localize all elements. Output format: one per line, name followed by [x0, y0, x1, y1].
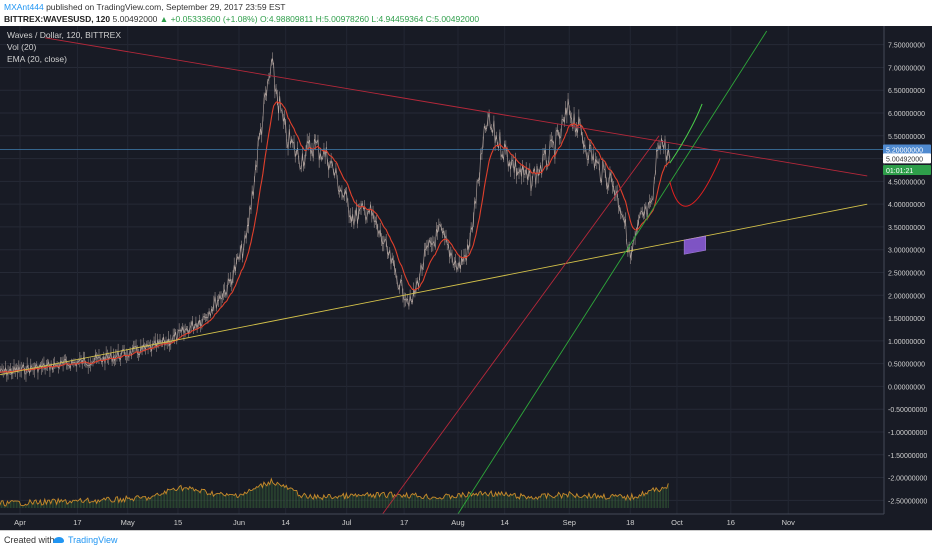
x-tick-label: Oct: [671, 518, 684, 527]
price-label: 5.00492000: [886, 156, 923, 163]
trendlines: [0, 30, 884, 515]
y-tick-label: 2.50000000: [888, 271, 925, 278]
projections: [669, 103, 721, 255]
header: MXAnt444 published on TradingView.com, S…: [0, 0, 932, 26]
open-value: O:4.98809811: [259, 14, 314, 24]
y-tick-label: 2.00000000: [888, 293, 925, 300]
x-tick-label: Jun: [233, 518, 245, 527]
y-tick-label: 0.50000000: [888, 362, 925, 369]
y-tick-label: 0.00000000: [888, 384, 925, 391]
y-tick-label: -1.00000000: [888, 430, 927, 437]
steep-support-line: [457, 30, 768, 515]
created-with: Created with: [4, 535, 55, 545]
price-label: 5.20000000: [886, 147, 923, 154]
footer: Created with TradingView: [0, 530, 932, 551]
x-tick-label: 18: [626, 518, 634, 527]
y-tick-label: 5.50000000: [888, 134, 925, 141]
price-label: 01:01:21: [886, 168, 913, 175]
volume-bars: [0, 477, 669, 508]
price-axis: 7.50000000 7.00000000 6.50000000 6.00000000…: [883, 26, 927, 514]
close-value: C:5.00492000: [425, 14, 480, 24]
ohlc-line: BITTREX:WAVESUSD, 120 5.00492000 ▲ +0.05…: [4, 14, 479, 24]
y-tick-label: 3.50000000: [888, 225, 925, 232]
volume-ma: [0, 477, 669, 507]
legend-ema: EMA (20, close): [7, 54, 67, 64]
publish-line: MXAnt444 published on TradingView.com, S…: [4, 2, 286, 12]
x-tick-label: Apr: [14, 518, 26, 527]
y-tick-label: 6.50000000: [888, 88, 925, 95]
up-arrow-icon: ▲: [159, 14, 169, 24]
legend-vol: Vol (20): [7, 42, 36, 52]
x-tick-label: May: [121, 518, 135, 527]
price-labels: 5.20000000 5.00492000 01:01:21: [883, 144, 931, 175]
y-tick-label: 4.50000000: [888, 179, 925, 186]
x-tick-label: 15: [174, 518, 182, 527]
y-tick-label: -2.00000000: [888, 476, 927, 483]
price-line: [0, 58, 671, 377]
x-tick-label: 17: [73, 518, 81, 527]
y-tick-label: -0.50000000: [888, 407, 927, 414]
x-tick-label: Sep: [563, 518, 576, 527]
symbol: BITTREX:WAVESUSD, 120: [4, 14, 111, 24]
ascending-support-line: [0, 203, 868, 376]
y-tick-label: 7.00000000: [888, 65, 925, 72]
y-tick-label: 3.00000000: [888, 248, 925, 255]
last-price: 5.00492000: [112, 14, 158, 24]
chart-pane[interactable]: 7.50000000 7.00000000 6.50000000 6.00000000…: [0, 26, 932, 530]
x-tick-label: Aug: [451, 518, 464, 527]
bearish-path: [669, 158, 721, 207]
descending-resistance-line: [45, 37, 868, 177]
time-axis: Apr 17 May 15 Jun 14 Jul 17 Aug 14 Sep 18 Oct 16 Nov: [0, 513, 884, 527]
x-tick-label: 14: [281, 518, 289, 527]
y-tick-label: 1.50000000: [888, 316, 925, 323]
low-value: L:4.94459364: [371, 14, 424, 24]
y-tick-label: -2.50000000: [888, 498, 927, 505]
y-tick-label: -1.50000000: [888, 453, 927, 460]
price-label-bg: [883, 164, 931, 175]
tradingview-link[interactable]: TradingView: [68, 535, 118, 545]
price-label-bg: [883, 144, 931, 155]
y-tick-label: 6.00000000: [888, 111, 925, 118]
price-change: +0.05333600 (+1.08%): [170, 14, 258, 24]
x-tick-label: Jul: [342, 518, 352, 527]
x-tick-label: 14: [500, 518, 508, 527]
bullish-path: [669, 103, 703, 164]
y-tick-label: 1.00000000: [888, 339, 925, 346]
x-tick-label: 17: [400, 518, 408, 527]
y-tick-label: 7.50000000: [888, 43, 925, 50]
grid: [0, 26, 884, 514]
publish-info: published on TradingView.com, September …: [46, 2, 286, 12]
legend-title: Waves / Dollar, 120, BITTREX: [7, 30, 121, 40]
y-tick-label: 4.00000000: [888, 202, 925, 209]
long-rising-line: [382, 135, 660, 515]
price-chart[interactable]: 7.50000000 7.00000000 6.50000000 6.00000000…: [0, 26, 932, 530]
tradingview-logo-icon: [53, 537, 64, 543]
target-zone: [683, 235, 706, 255]
high-value: H:5.00978260: [315, 14, 369, 24]
author-link[interactable]: MXAnt444: [4, 2, 44, 12]
x-tick-label: 16: [727, 518, 735, 527]
x-tick-label: Nov: [782, 518, 796, 527]
price-label-bg: [883, 153, 931, 164]
